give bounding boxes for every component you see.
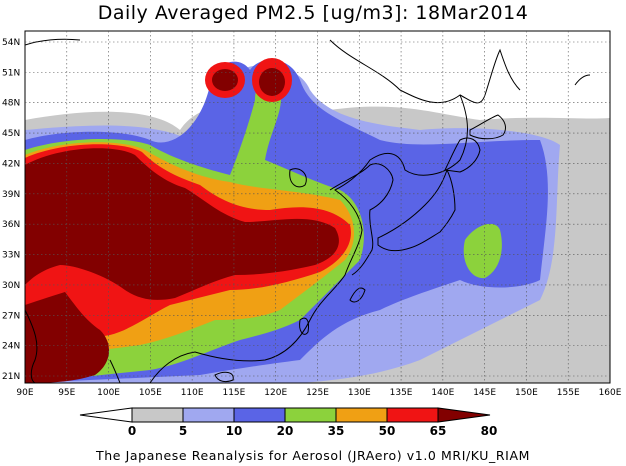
colorbar-label: 65	[430, 424, 447, 438]
longitude-label: 105E	[139, 388, 162, 398]
longitude-label: 135E	[390, 388, 413, 398]
colorbar-arrow-high	[437, 407, 491, 423]
longitude-label: 140E	[431, 388, 454, 398]
latitude-label: 36N	[2, 220, 20, 230]
gridlines	[25, 31, 610, 383]
colorbar-label: 10	[226, 424, 243, 438]
longitude-labels: 90E 95E 100E 105E 110E 115E 120E 125E 130E 135E 14…	[16, 388, 621, 398]
latitude-label: 48N	[2, 99, 20, 109]
latitude-label: 54N	[2, 38, 20, 48]
colorbar-swatch	[284, 407, 337, 423]
longitude-label: 160E	[599, 388, 622, 398]
longitude-label: 115E	[222, 388, 245, 398]
colorbar-label: 80	[481, 424, 498, 438]
colorbar-swatch	[182, 407, 235, 423]
latitude-label: 33N	[2, 251, 20, 261]
colorbar-label: 20	[277, 424, 294, 438]
longitude-label: 110E	[181, 388, 204, 398]
colorbar-swatch	[335, 407, 388, 423]
latitude-label: 39N	[2, 190, 20, 200]
pm25-field	[25, 31, 610, 383]
latitude-labels: 21N 24N 27N 30N 33N 36N 39N 42N 45N 48N 51N 54N	[2, 38, 20, 382]
contour-darkred-north-1	[212, 69, 238, 91]
colorbar: 0 5 10 20 35 50 65 80	[79, 407, 498, 438]
latitude-label: 21N	[2, 372, 20, 382]
latitude-label: 24N	[2, 342, 20, 352]
longitude-label: 155E	[557, 388, 580, 398]
footer-credit: The Japanese Reanalysis for Aerosol (JRA…	[96, 448, 530, 463]
colorbar-swatch	[131, 407, 184, 423]
colorbar-label: 0	[128, 424, 136, 438]
latitude-label: 27N	[2, 311, 20, 321]
contour-80-plus-southwest	[25, 292, 110, 383]
latitude-label: 42N	[2, 159, 20, 169]
longitude-label: 100E	[97, 388, 120, 398]
map-title: Daily Averaged PM2.5 [ug/m3]: 18Mar2014	[97, 2, 529, 24]
latitude-label: 30N	[2, 281, 20, 291]
contour-darkred-north-2	[259, 68, 285, 96]
longitude-label: 95E	[58, 388, 75, 398]
colorbar-label: 35	[328, 424, 345, 438]
colorbar-label: 5	[179, 424, 187, 438]
longitude-label: 150E	[515, 388, 538, 398]
longitude-label: 90E	[16, 388, 33, 398]
colorbar-label: 50	[379, 424, 396, 438]
longitude-label: 145E	[473, 388, 496, 398]
longitude-label: 125E	[306, 388, 329, 398]
latitude-label: 51N	[2, 68, 20, 78]
latitude-label: 45N	[2, 129, 20, 139]
longitude-label: 120E	[264, 388, 287, 398]
colorbar-swatch	[233, 407, 286, 423]
longitude-label: 130E	[348, 388, 371, 398]
colorbar-arrow-low	[79, 407, 133, 423]
contour-green-ocean	[463, 223, 502, 279]
islands	[214, 317, 309, 383]
colorbar-swatch	[386, 407, 439, 423]
